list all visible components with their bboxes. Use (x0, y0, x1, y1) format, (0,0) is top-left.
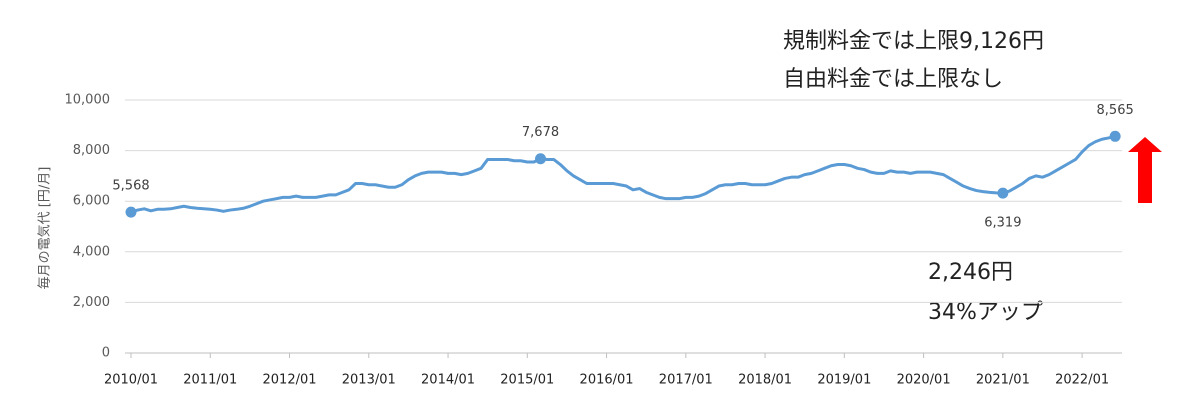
data-label: 6,319 (984, 216, 1021, 231)
x-tick-label: 2016/01 (580, 373, 634, 388)
up-arrow (1128, 137, 1162, 203)
y-tick-label: 6,000 (73, 194, 110, 209)
x-tick-label: 2011/01 (183, 373, 237, 388)
x-tick-label: 2014/01 (421, 373, 475, 388)
y-tick-label: 4,000 (73, 244, 110, 259)
x-tick-label: 2019/01 (817, 373, 871, 388)
annotation: 規制料金では上限9,126円 (783, 29, 1044, 54)
x-tick-label: 2017/01 (659, 373, 713, 388)
data-label: 5,568 (112, 179, 149, 194)
data-label: 8,565 (1097, 103, 1134, 118)
y-tick-label: 0 (102, 346, 110, 361)
annotation: 自由料金では上限なし (783, 67, 1003, 92)
x-tick-label: 2012/01 (263, 373, 317, 388)
y-tick-label: 10,000 (65, 93, 111, 108)
x-tick-label: 2021/01 (976, 373, 1030, 388)
data-point (1109, 130, 1121, 142)
y-axis-label: 毎月の電気代 [円/月] (37, 167, 53, 290)
annotation: 2,246円 (928, 260, 1013, 285)
x-tick-label: 2018/01 (738, 373, 792, 388)
x-tick-label: 2015/01 (500, 373, 554, 388)
data-point (997, 187, 1009, 199)
annotation: 34%アップ (928, 300, 1043, 325)
x-tick-label: 2010/01 (104, 373, 158, 388)
data-label: 7,678 (522, 125, 559, 140)
x-tick-label: 2022/01 (1055, 373, 1109, 388)
x-tick-label: 2013/01 (342, 373, 396, 388)
data-line (130, 134, 1116, 214)
data-point (125, 206, 137, 218)
y-tick-label: 2,000 (73, 295, 110, 310)
x-tick-label: 2020/01 (897, 373, 951, 388)
data-point (535, 153, 547, 165)
y-tick-label: 8,000 (73, 143, 110, 158)
